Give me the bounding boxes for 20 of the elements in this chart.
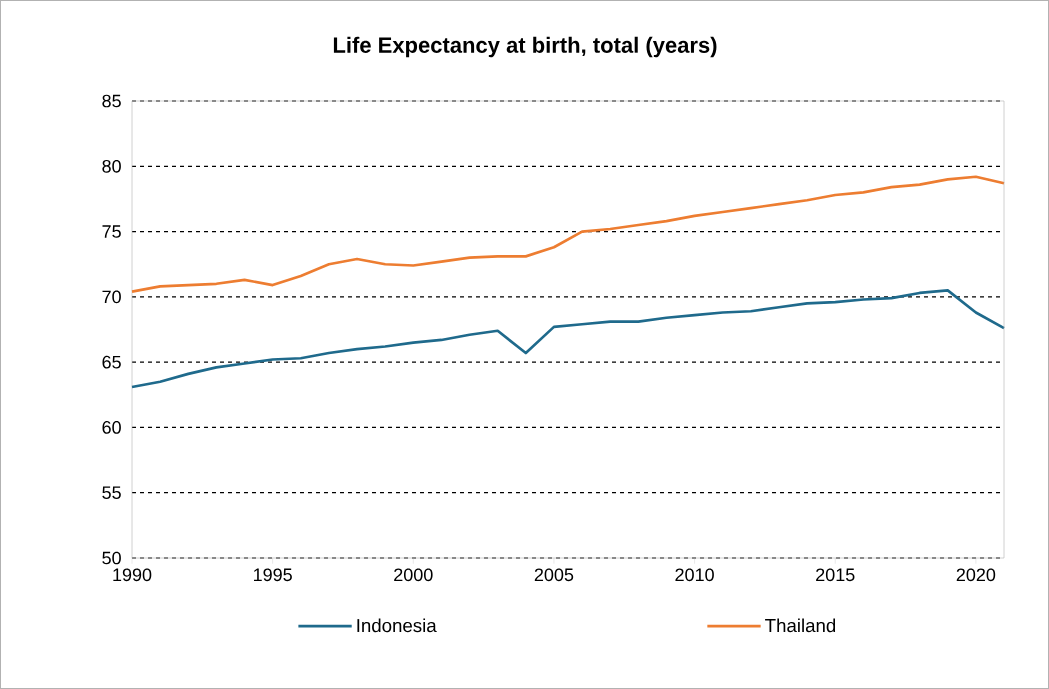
y-tick-label: 60 xyxy=(102,421,121,434)
x-tick-label: 2015 xyxy=(816,568,855,582)
y-tick-label: 75 xyxy=(102,225,121,238)
x-tick-label: 2020 xyxy=(956,568,996,582)
y-tick-label: 70 xyxy=(102,290,121,304)
y-tick-label: 50 xyxy=(102,551,121,565)
x-tick-label: 2010 xyxy=(675,568,714,582)
line-series xyxy=(130,175,1006,293)
y-tick-label: 85 xyxy=(102,94,121,108)
x-tick-label: 2000 xyxy=(394,568,433,582)
x-tick-label: 1995 xyxy=(254,568,292,582)
legend-label: Thailand xyxy=(765,618,836,633)
y-tick-label: 80 xyxy=(102,159,121,173)
chart-title: Life Expectancy at birth, total (years) xyxy=(333,36,717,58)
y-tick-label: 65 xyxy=(102,355,121,369)
line-series xyxy=(130,288,1006,389)
y-tick-label: 55 xyxy=(102,486,121,499)
x-tick-label: 2005 xyxy=(534,568,574,582)
x-tick-label: 1990 xyxy=(113,568,152,582)
legend-label: Indonesia xyxy=(357,618,437,633)
